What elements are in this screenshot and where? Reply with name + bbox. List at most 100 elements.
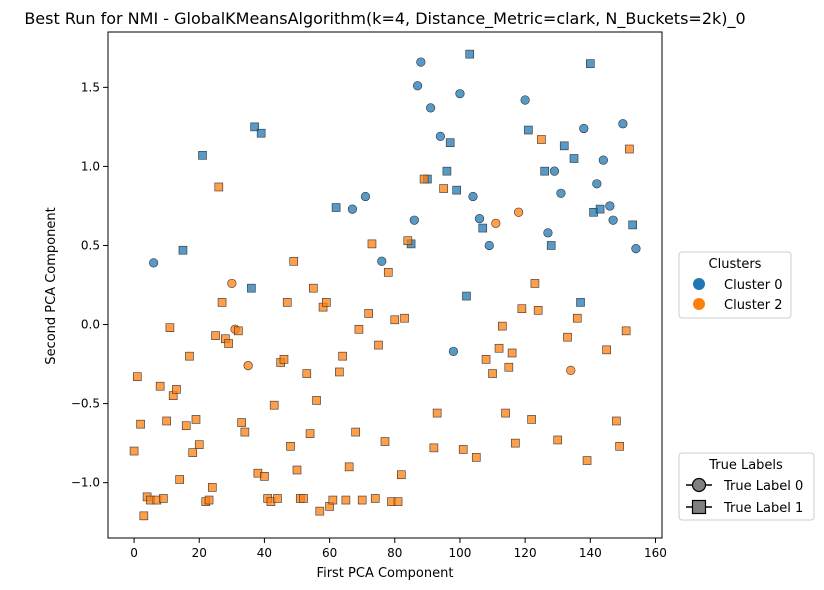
y-tick-label: 0.5 (81, 238, 100, 252)
data-point-square (364, 309, 374, 318)
data-points (129, 49, 641, 521)
data-point-square (530, 279, 540, 288)
data-point-square (312, 396, 321, 405)
data-point-square (462, 291, 471, 301)
data-point-square (217, 298, 227, 307)
cluster-0-legend-marker (693, 278, 705, 290)
true-labels-legend: True Labels True Label 0 True Label 1 (678, 452, 815, 521)
data-point-square (602, 345, 611, 355)
data-point-square (185, 351, 194, 361)
data-point-square (335, 367, 344, 377)
data-point-square (582, 456, 592, 465)
data-point-square (419, 174, 429, 184)
data-point-circle (491, 218, 501, 228)
data-point-circle (605, 201, 615, 211)
data-point-circle (360, 191, 371, 202)
data-point-square (344, 462, 354, 472)
data-point-square (429, 443, 439, 453)
data-point-square (452, 185, 461, 195)
data-point-square (194, 440, 204, 450)
data-point-square (511, 438, 520, 448)
data-point-square (553, 435, 563, 445)
data-point-square (341, 495, 351, 505)
data-point-circle (435, 131, 446, 141)
data-point-square (162, 416, 171, 426)
data-point-square (393, 497, 403, 506)
data-point-square (129, 446, 139, 456)
data-point-square (374, 340, 383, 350)
data-point-square (260, 472, 269, 481)
data-point-square (240, 427, 250, 437)
data-point-circle (592, 179, 602, 189)
data-point-square (139, 511, 149, 521)
y-tick-label: 0.0 (81, 318, 100, 332)
data-point-square (569, 154, 579, 163)
data-point-square (501, 408, 510, 418)
data-point-circle (409, 215, 419, 225)
data-point-square (517, 304, 527, 314)
y-axis-label: Second PCA Component (44, 207, 59, 364)
y-tick-label: −0.5 (71, 397, 100, 411)
data-point-square (331, 203, 341, 212)
data-point-square (181, 421, 191, 431)
data-point-square (322, 298, 331, 307)
data-point-circle (631, 244, 641, 254)
data-point-square (286, 441, 295, 451)
data-point-square (621, 326, 631, 336)
data-point-circle (618, 119, 628, 129)
data-point-square (559, 141, 569, 151)
data-point-square (481, 355, 491, 364)
data-point-square (133, 372, 142, 382)
true-labels-legend-frame (678, 452, 815, 521)
data-point-square (175, 475, 184, 484)
x-tick-label: 20 (192, 546, 207, 560)
data-point-square (498, 321, 507, 331)
plot-frame (107, 31, 663, 539)
data-point-square (351, 427, 360, 437)
data-point-square (178, 245, 188, 255)
clusters-legend-frame (678, 251, 792, 319)
data-point-square (445, 138, 455, 147)
data-point-circle (520, 95, 530, 105)
data-point-square (533, 305, 543, 315)
data-point-square (305, 429, 315, 438)
data-point-circle (484, 240, 494, 251)
data-point-square (572, 313, 582, 323)
data-point-square (309, 283, 318, 293)
data-point-square (504, 362, 514, 372)
data-point-circle (543, 228, 553, 238)
data-point-square (442, 166, 452, 176)
data-point-square (315, 506, 325, 516)
true-label-1-legend-marker (691, 499, 707, 515)
data-point-square (299, 494, 308, 503)
data-point-square (488, 369, 497, 378)
clusters-legend: Clusters Cluster 0 Cluster 2 (678, 251, 792, 319)
data-point-square (403, 236, 413, 246)
data-point-square (367, 239, 377, 249)
data-point-square (507, 348, 517, 358)
data-point-square (282, 298, 292, 307)
x-tick-label: 140 (579, 546, 602, 560)
data-point-circle (448, 346, 459, 357)
data-point-square (439, 184, 448, 193)
data-point-square (537, 135, 546, 144)
data-point-square (471, 453, 481, 462)
cluster-0-legend-label: Cluster 0 (724, 278, 783, 293)
data-point-square (234, 326, 243, 336)
x-tick-label: 80 (387, 546, 402, 560)
data-point-circle (377, 256, 387, 266)
data-point-square (289, 256, 299, 266)
data-point-square (237, 418, 246, 427)
data-point-circle (556, 188, 566, 198)
data-point-square (165, 323, 175, 332)
data-point-square (383, 268, 393, 277)
data-point-square (563, 332, 572, 342)
data-point-square (211, 331, 220, 340)
data-point-square (494, 343, 504, 353)
data-point-circle (579, 123, 589, 134)
data-point-square (273, 494, 282, 503)
data-point-square (357, 495, 367, 505)
data-point-circle (566, 365, 576, 375)
